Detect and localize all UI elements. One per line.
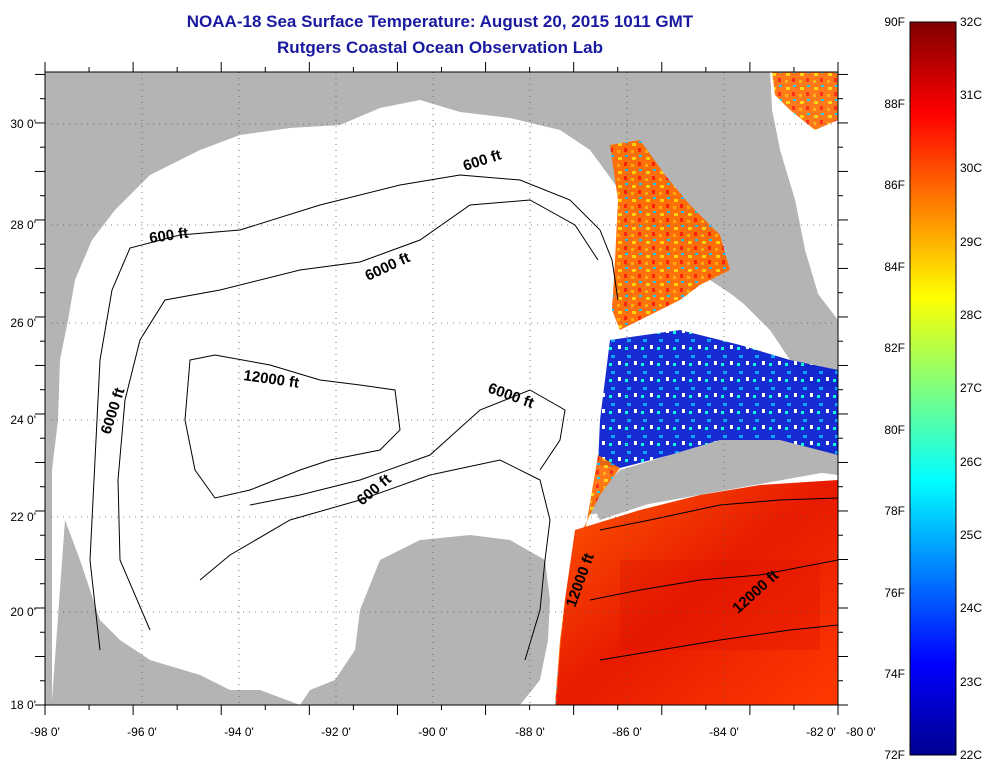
colorbar (909, 21, 957, 756)
lat-tick-label: 26 0' (10, 316, 36, 330)
colorbar-f-label: 72F (884, 748, 905, 762)
atlantic-ocean (770, 72, 838, 320)
lat-tick-label: 20 0' (10, 605, 36, 619)
lon-tick-label: -90 0' (418, 725, 448, 739)
sst-atlantic (772, 72, 838, 130)
colorbar-f-label: 90F (884, 15, 905, 29)
chart-title: NOAA-18 Sea Surface Temperature: August … (186, 12, 694, 31)
colorbar-f-label: 78F (884, 504, 905, 518)
lon-tick-label: -96 0' (127, 725, 157, 739)
sst-caribbean (556, 480, 838, 705)
colorbar-f-label: 86F (884, 178, 905, 192)
colorbar-c-label: 28C (960, 308, 982, 322)
lat-tick-label: 28 0' (10, 218, 36, 232)
colorbar-c-label: 25C (960, 528, 982, 542)
yucatan-land (300, 535, 550, 705)
lat-tick-label: 24 0' (10, 413, 36, 427)
lon-tick-label: -92 0' (321, 725, 351, 739)
lat-tick-label: 30 0' (10, 117, 36, 131)
bathymetry-contours (89, 174, 838, 661)
colorbar-c-label: 27C (960, 381, 982, 395)
colorbar-f-labels: 90F 88F 86F 84F 82F 80F 78F 76F 74F 72F (884, 15, 905, 762)
lon-tick-label: -86 0' (612, 725, 642, 739)
colorbar-c-label: 24C (960, 601, 982, 615)
colorbar-c-label: 30C (960, 161, 982, 175)
colorbar-f-label: 88F (884, 97, 905, 111)
chart-subtitle: Rutgers Coastal Ocean Observation Lab (277, 38, 603, 57)
colorbar-c-label: 31C (960, 88, 982, 102)
colorbar-f-label: 80F (884, 423, 905, 437)
sst-caribbean-core (620, 560, 820, 650)
colorbar-c-label: 32C (960, 15, 982, 29)
contour-label: 600 ft (148, 225, 189, 247)
lon-tick-label: -84 0' (709, 725, 739, 739)
colorbar-c-label: 29C (960, 235, 982, 249)
colorbar-f-label: 84F (884, 260, 905, 274)
lon-tick-label: -88 0' (515, 725, 545, 739)
grid-lines (45, 72, 838, 705)
map-area: 600 ft 600 ft 6000 ft 6000 ft 12000 ft 6… (45, 72, 838, 705)
sst-east-gulf (610, 140, 730, 330)
lon-tick-label: -94 0' (224, 725, 254, 739)
colorbar-c-label: 26C (960, 455, 982, 469)
cuba-land (590, 440, 838, 520)
lon-axis-labels: -98 0' -96 0' -94 0' -92 0' -90 0' -88 0… (30, 725, 875, 739)
florida-land (630, 72, 838, 390)
lon-tick-label: -82 0' (806, 725, 836, 739)
colorbar-f-label: 82F (884, 341, 905, 355)
sst-keys (598, 330, 838, 468)
lat-tick-label: 22 0' (10, 510, 36, 524)
tick-marks (35, 62, 848, 715)
colorbar-c-labels: 32C 31C 30C 29C 28C 27C 26C 25C 24C 23C … (960, 15, 982, 762)
colorbar-f-label: 74F (884, 667, 905, 681)
lon-tick-label: -80 0' (846, 725, 876, 739)
lon-tick-label: -98 0' (30, 725, 60, 739)
colorbar-c-label: 22C (960, 748, 982, 762)
lat-tick-label: 18 0' (10, 698, 36, 712)
lat-axis-labels: 30 0' 28 0' 26 0' 24 0' 22 0' 20 0' 18 0… (10, 117, 36, 712)
colorbar-c-label: 23C (960, 675, 982, 689)
colorbar-f-label: 76F (884, 586, 905, 600)
